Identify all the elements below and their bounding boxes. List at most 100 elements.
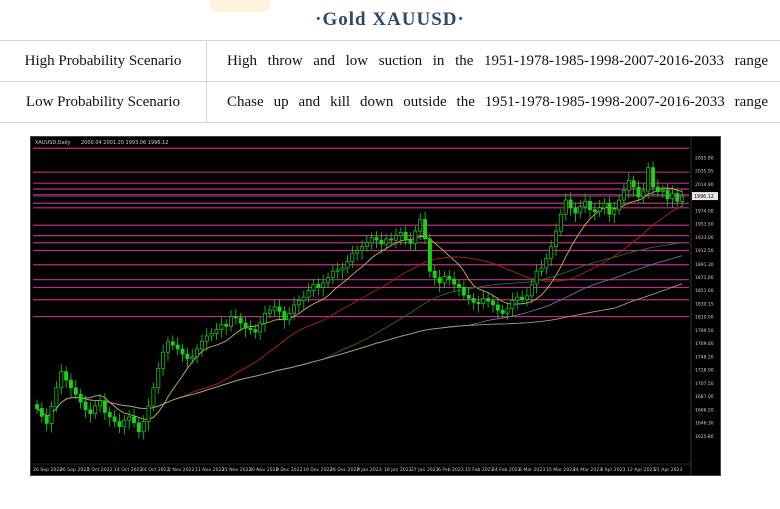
candle-body	[651, 167, 655, 188]
price-tick-label: 1891.30	[695, 262, 714, 268]
candle-body	[272, 306, 277, 311]
candle-body	[335, 269, 340, 272]
candle-body	[617, 199, 622, 211]
candle-body	[199, 340, 204, 350]
time-tick-label: 18 Jan 2023	[384, 467, 412, 473]
time-tick-label: 5 Oct 2022	[87, 467, 113, 473]
candle-body	[175, 344, 180, 350]
table-row: High Probability Scenario High throw and…	[0, 40, 780, 82]
chart-title: XAUUSD,Daily	[35, 140, 70, 146]
candle-body	[112, 416, 117, 422]
candle-body	[54, 387, 59, 407]
price-tick-label: 2014.90	[695, 182, 714, 188]
candle-body	[229, 316, 233, 327]
candle-body	[457, 283, 461, 288]
candle-body	[64, 371, 69, 381]
time-tick-label: 6 Feb 2023	[438, 467, 464, 473]
price-tick-label: 1810.00	[695, 315, 714, 321]
candle-body	[83, 401, 88, 411]
moving-average-line	[36, 205, 683, 417]
candle-body	[544, 257, 549, 269]
candle-body	[461, 287, 466, 296]
candle-body	[403, 232, 408, 241]
time-tick-label: 30 Nov 2022	[249, 467, 278, 473]
candle-body	[447, 276, 452, 280]
chart-header-values: 2000.04 2001.20 1993.06 1996.12	[81, 140, 168, 146]
candle-body	[534, 270, 539, 285]
candle-body	[631, 180, 636, 188]
scenario-label: High Probability Scenario	[0, 40, 207, 82]
moving-average-line	[36, 187, 683, 421]
candle-body	[369, 237, 374, 244]
candle-body	[398, 232, 403, 236]
price-tick-label: 1728.00	[695, 368, 714, 374]
candle-body	[330, 270, 335, 279]
candle-body	[641, 190, 646, 198]
candle-body	[340, 267, 345, 271]
candle-body	[394, 235, 398, 241]
candle-body	[597, 207, 602, 213]
candle-body	[69, 379, 73, 389]
candle-body	[481, 298, 486, 304]
time-tick-label: 24 Feb 2023	[492, 467, 521, 473]
price-tick-label: 1830.15	[695, 302, 714, 308]
candle-body	[442, 276, 447, 284]
candle-body	[214, 329, 219, 334]
candle-body	[607, 202, 612, 215]
candle-body	[107, 412, 112, 418]
candle-body	[413, 230, 418, 244]
candle-body	[59, 371, 64, 389]
price-tick-label: 1851.00	[695, 288, 714, 294]
candle-body	[73, 387, 78, 395]
candle-body	[495, 304, 500, 311]
price-tick-label: 1933.00	[695, 235, 714, 241]
candle-body	[626, 180, 631, 191]
candle-body	[621, 189, 626, 201]
candle-body	[539, 267, 544, 272]
time-tick-label: 21 Nov 2022	[222, 467, 251, 473]
candle-body	[554, 230, 558, 247]
time-tick-label: 24 Mar 2023	[573, 467, 602, 473]
moving-average-line	[36, 283, 683, 417]
candle-body	[321, 282, 326, 288]
price-tick-label: 2055.80	[695, 155, 714, 161]
page-title: ·Gold XAUUSD·	[0, 0, 780, 40]
scenario-value: Chase up and kill down outside the 1951-…	[206, 81, 780, 123]
candle-body	[670, 193, 675, 200]
price-tick-label: 1687.00	[695, 394, 714, 400]
price-tick-label: 1871.00	[695, 275, 714, 281]
candles	[35, 161, 685, 440]
price-tick-label: 1789.50	[695, 328, 714, 334]
time-tick-label: 28 Dec 2022	[330, 467, 359, 473]
title-text: ·Gold XAUUSD·	[315, 9, 465, 30]
candle-body	[563, 199, 568, 215]
candle-body	[161, 351, 166, 369]
price-tick-label: 2035.95	[695, 168, 714, 174]
candle-body	[427, 238, 432, 272]
candle-body	[35, 404, 39, 409]
candle-body	[146, 405, 151, 422]
candle-body	[602, 202, 607, 209]
candle-body	[166, 341, 170, 353]
price-tick-label: 1974.00	[695, 208, 714, 214]
candle-body	[122, 419, 127, 427]
time-tick-label: 26 Sep 2022	[60, 467, 89, 473]
candle-body	[510, 300, 515, 310]
candle-body	[141, 421, 146, 433]
time-tick-label: 14 Oct 2022	[114, 467, 142, 473]
candle-body	[170, 341, 175, 346]
candle-body	[364, 242, 369, 247]
time-tick-label: 27 Jan 2023	[411, 467, 439, 473]
price-tick-label: 1646.30	[695, 421, 714, 427]
candle-body	[437, 277, 442, 284]
price-tick-label: 1912.50	[695, 248, 714, 254]
candle-body	[452, 278, 457, 285]
candle-body	[277, 306, 282, 312]
candle-body	[379, 239, 384, 245]
time-tick-label: 15 Mar 2023	[546, 467, 575, 473]
candle-body	[219, 323, 224, 330]
last-price-badge	[692, 192, 718, 201]
candle-body	[360, 246, 364, 251]
last-price-label: 1996.12	[694, 194, 714, 200]
